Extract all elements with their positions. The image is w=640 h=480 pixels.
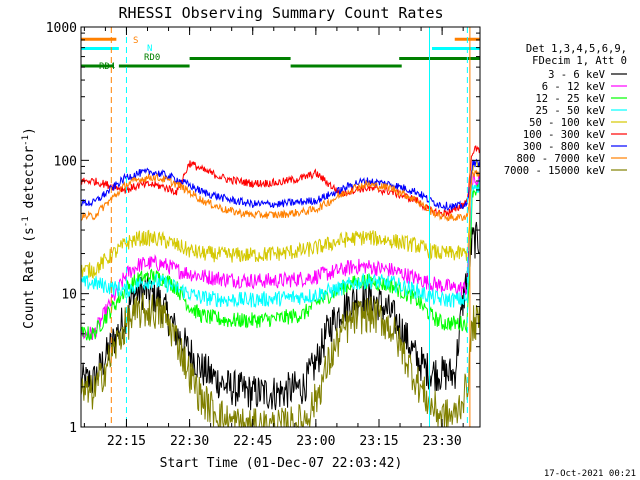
footer-timestamp: 17-Oct-2021 00:21	[544, 469, 636, 479]
axes-layer: 22:15 22:30 22:45 23:00 23:15 23:30 1 10 100 1000	[46, 21, 480, 449]
legend: Det 1,3,4,5,6,9,FDecim 1, Att 0 3 - 6 keV…	[504, 43, 627, 177]
flag-label-1: N	[147, 44, 152, 54]
legend-header-1: FDecim 1, Att 0	[532, 55, 627, 67]
series-line-1	[80, 172, 481, 341]
y-tick-label-1: 10	[61, 288, 77, 303]
legend-label-4: 50 - 100 keV	[529, 117, 606, 129]
y-axis-label-end: )	[22, 127, 37, 135]
series-line-2	[80, 182, 481, 341]
y-tick-label-0: 1	[69, 421, 77, 436]
flag-label-2: RD0	[144, 53, 160, 63]
legend-label-0: 3 - 6 keV	[548, 69, 606, 81]
legend-label-6: 300 - 800 keV	[523, 141, 606, 153]
y-axis-label-mid: detector	[22, 146, 37, 217]
legend-label-5: 100 - 300 keV	[523, 129, 606, 141]
y-tick-label-3: 1000	[46, 21, 77, 36]
legend-label-3: 25 - 50 keV	[535, 105, 605, 117]
y-axis-label-main: Count Rate (s	[22, 227, 37, 329]
series-line-7	[80, 169, 481, 222]
legend-label-2: 12 - 25 keV	[535, 93, 605, 105]
plot-frame	[80, 26, 481, 428]
event-lines-layer	[110, 27, 471, 427]
series-layer	[80, 145, 481, 429]
x-tick-label-5: 23:30	[423, 434, 462, 449]
flag-label-3: RD4	[99, 62, 115, 72]
x-tick-label-2: 22:45	[233, 434, 272, 449]
series-line-3	[80, 178, 481, 309]
series-line-4	[80, 159, 481, 280]
y-axis-label-sup2: -1	[21, 135, 31, 146]
x-tick-label-0: 22:15	[107, 434, 146, 449]
x-axis-label: Start Time (01-Dec-07 22:03:42)	[160, 456, 403, 471]
legend-label-1: 6 - 12 keV	[542, 81, 606, 93]
series-line-0	[80, 221, 481, 411]
x-tick-label-3: 23:00	[296, 434, 335, 449]
x-tick-label-1: 22:30	[170, 434, 209, 449]
chart-title: RHESSI Observing Summary Count Rates	[118, 4, 443, 22]
y-axis-label: Count Rate (s-1 detector-1)	[21, 127, 37, 329]
y-tick-label-2: 100	[54, 154, 77, 169]
y-axis-label-sup1: -1	[21, 216, 31, 227]
series-line-8	[80, 293, 481, 429]
series-line-6	[81, 158, 481, 212]
flag-label-0: S	[133, 36, 138, 46]
legend-header-0: Det 1,3,4,5,6,9,	[526, 43, 627, 55]
x-tick-label-4: 23:15	[359, 434, 398, 449]
legend-label-7: 800 - 7000 keV	[516, 153, 605, 165]
legend-label-8: 7000 - 15000 keV	[504, 165, 606, 177]
